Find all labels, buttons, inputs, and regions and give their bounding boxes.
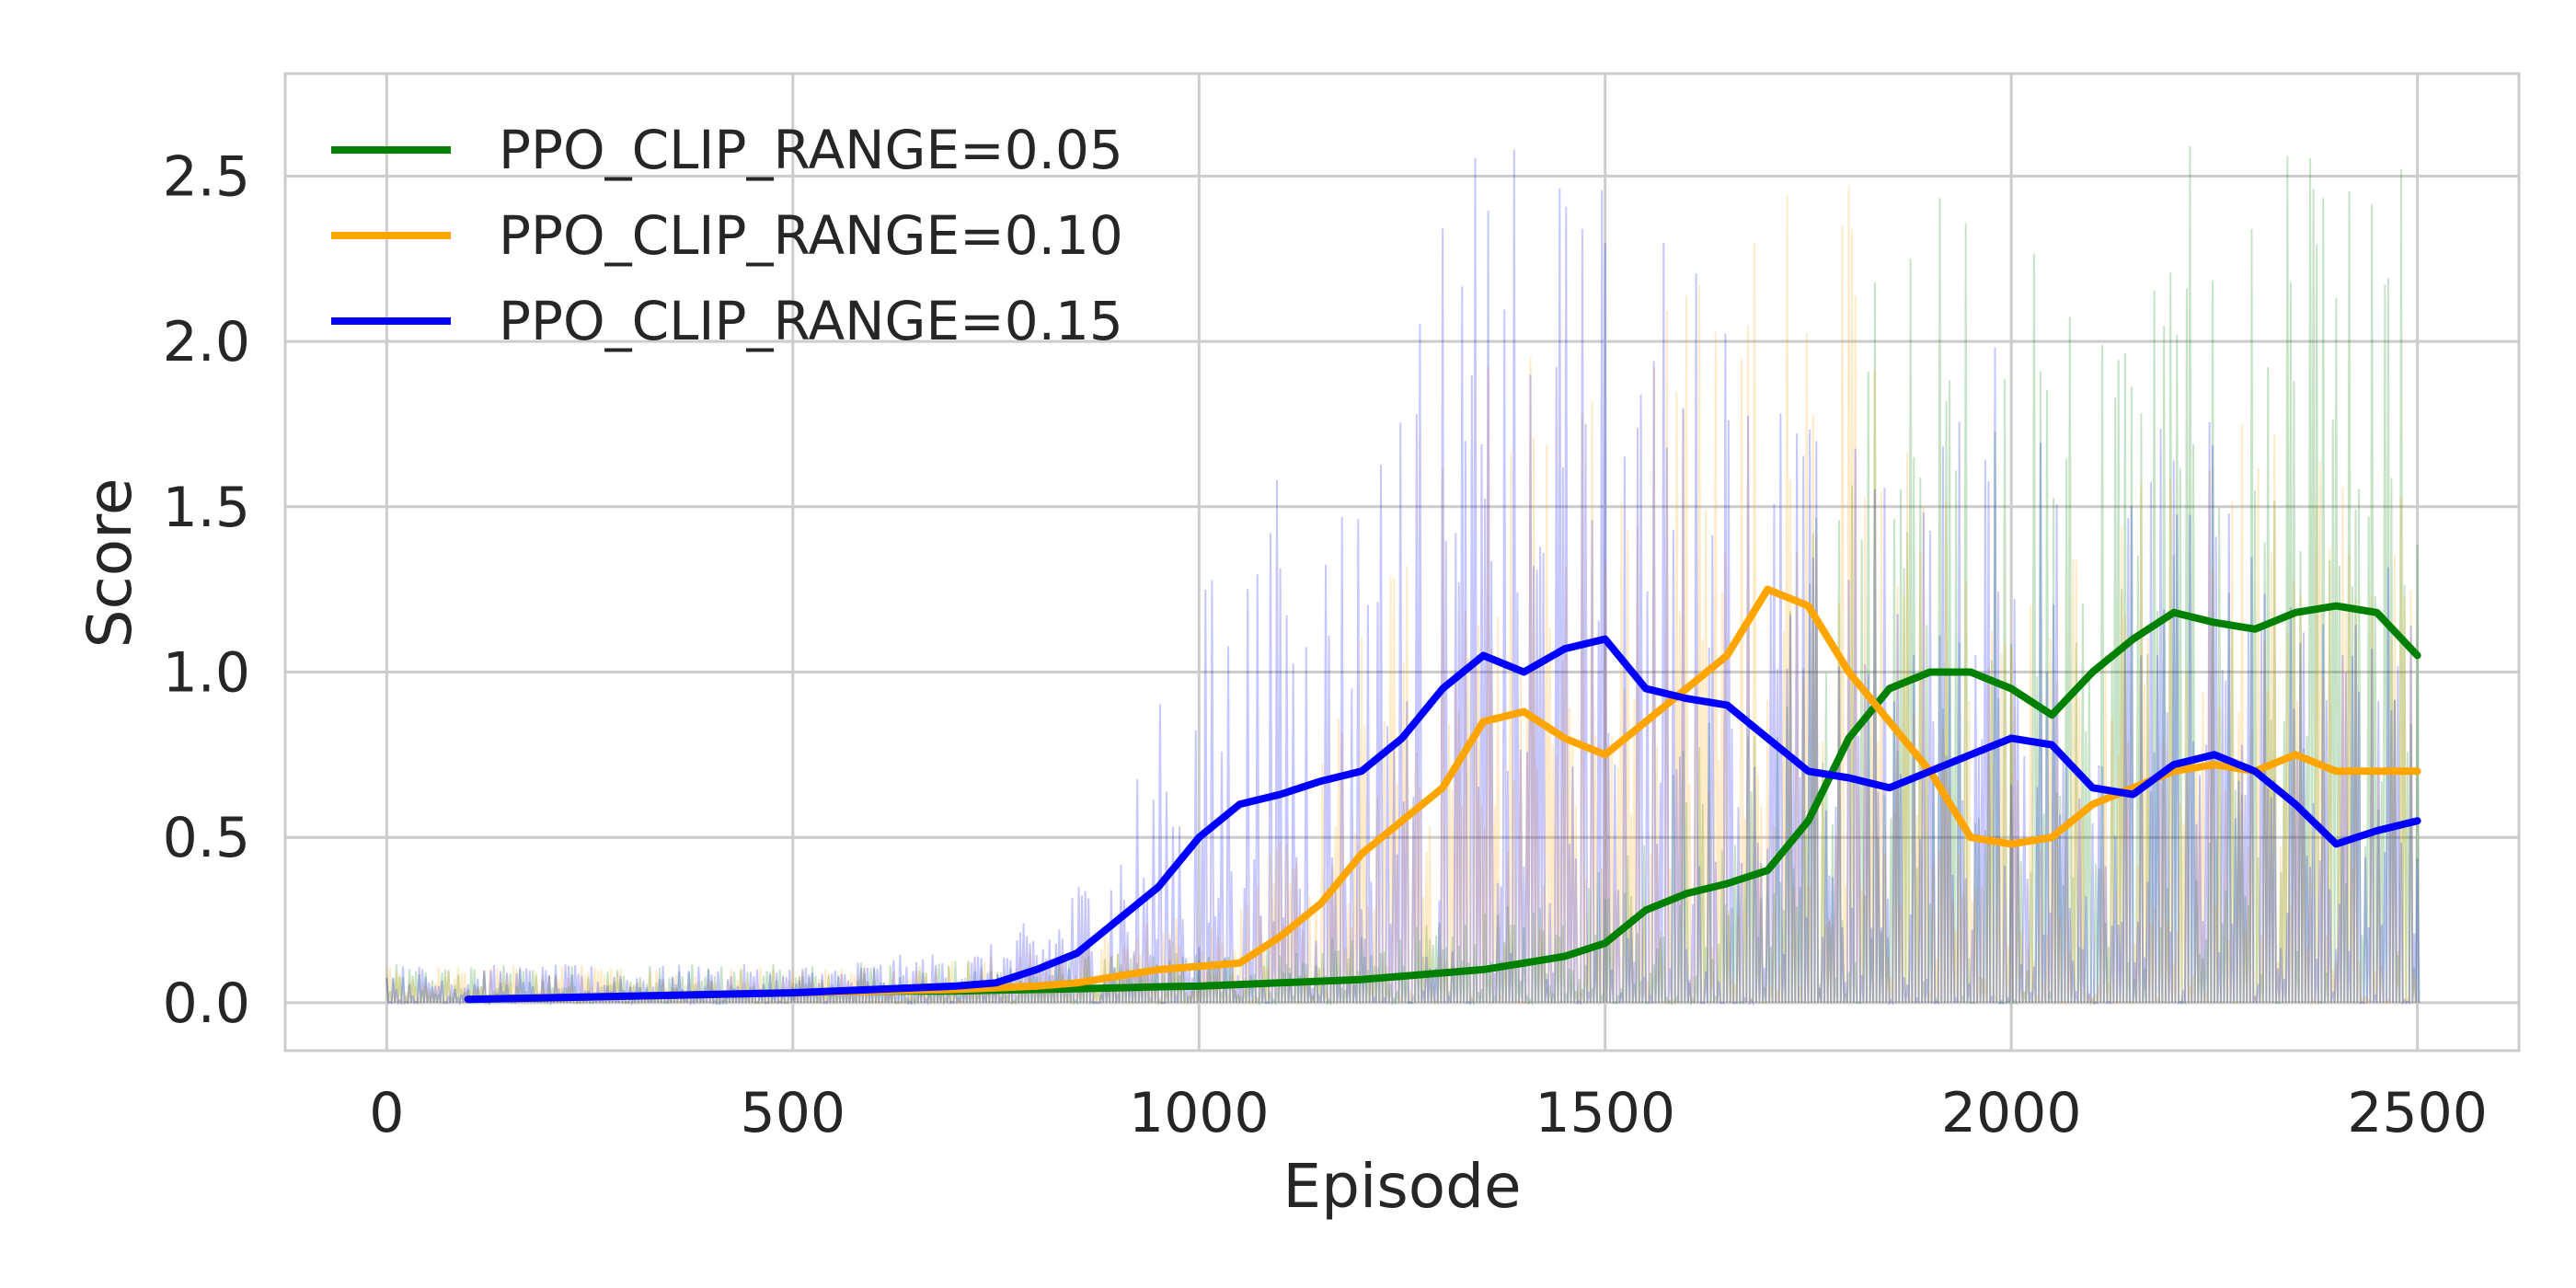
y-tick-label: 0.0 — [163, 972, 250, 1036]
raw-trace — [385, 149, 2421, 1006]
x-tick-label: 2500 — [2347, 1081, 2488, 1145]
y-tick-label: 1.5 — [163, 476, 250, 540]
y-tick-label: 2.0 — [163, 310, 250, 374]
plot-area — [283, 72, 2521, 1052]
series-lines — [464, 585, 2421, 1004]
legend-entry: PPO_CLIP_RANGE=0.10 — [499, 204, 1123, 267]
x-axis-label: Episode — [1282, 1151, 1521, 1222]
y-tick-label: 0.5 — [163, 806, 250, 870]
x-tick-label: 1000 — [1129, 1081, 1270, 1145]
x-tick-labels: 0 500 1000 1500 2000 2500 — [369, 1081, 2488, 1145]
y-axis-label: Score — [75, 478, 145, 649]
x-tick-label: 0 — [369, 1081, 404, 1145]
series-line — [464, 635, 2421, 1004]
y-tick-label: 2.5 — [163, 144, 250, 209]
series-line — [464, 585, 2421, 1004]
x-tick-label: 2000 — [1941, 1081, 2082, 1145]
legend-entry: PPO_CLIP_RANGE=0.15 — [499, 290, 1123, 352]
x-tick-label: 1500 — [1535, 1081, 1675, 1145]
raw-trace — [385, 145, 2421, 1006]
legend-entry: PPO_CLIP_RANGE=0.05 — [499, 119, 1123, 181]
y-tick-label: 1.0 — [163, 640, 250, 705]
x-tick-label: 500 — [741, 1081, 846, 1145]
legend: PPO_CLIP_RANGE=0.05 PPO_CLIP_RANGE=0.10 PP… — [331, 119, 1123, 352]
grid-lines — [285, 74, 2519, 1051]
y-tick-labels: 0.0 0.5 1.0 1.5 2.0 2.5 — [163, 144, 250, 1035]
